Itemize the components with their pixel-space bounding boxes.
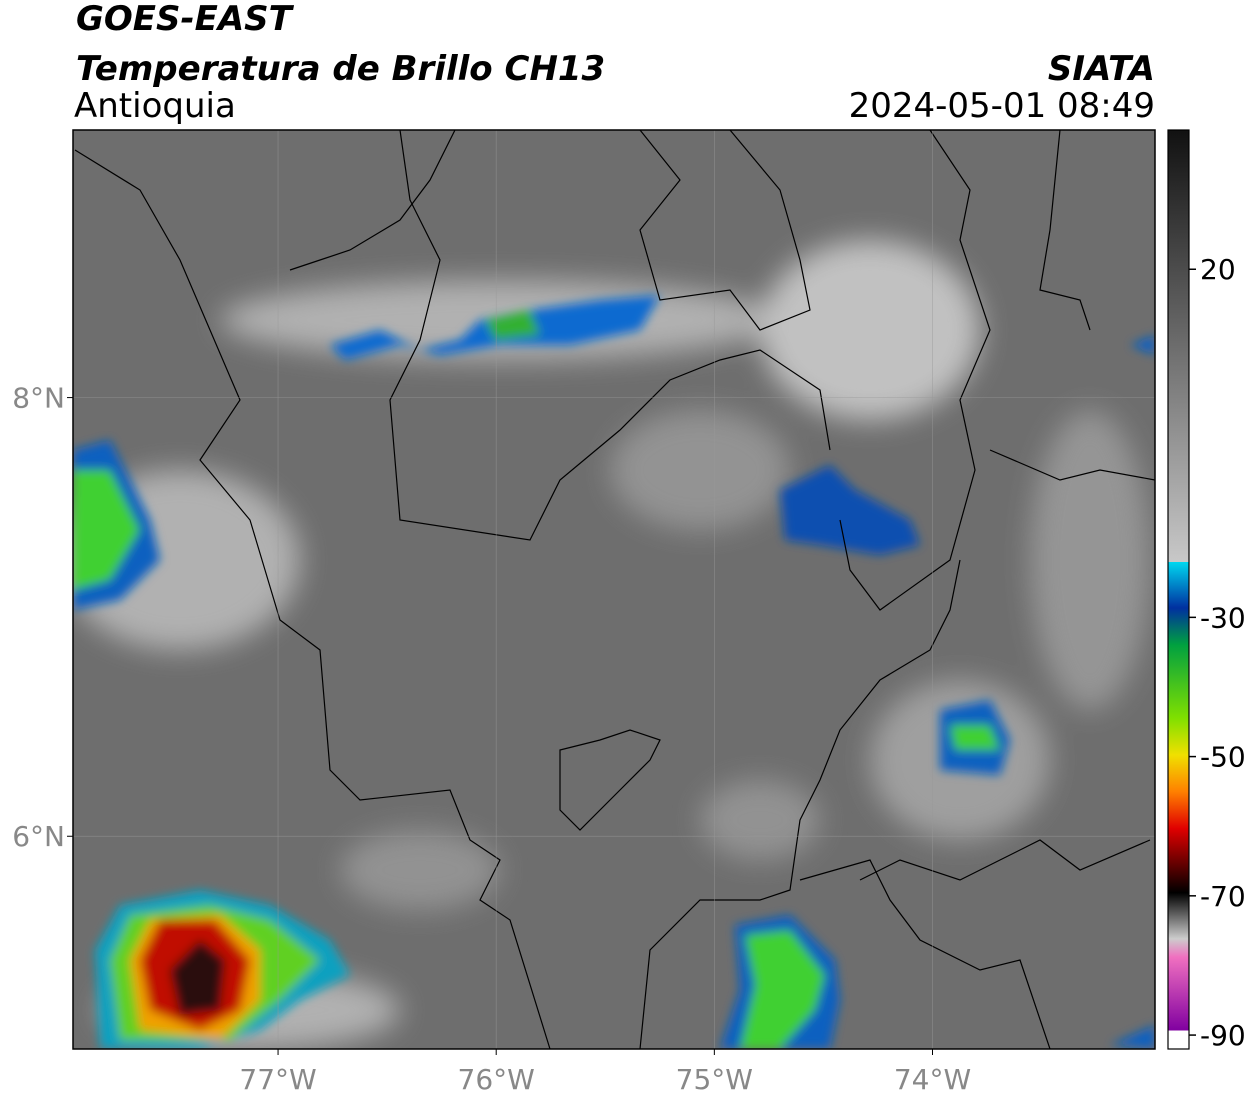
title: GOES-EAST xyxy=(76,0,295,39)
satellite-image xyxy=(73,130,1155,1049)
colorbar-tick-label: 20 xyxy=(1200,253,1236,286)
graticule xyxy=(73,130,1155,1049)
subtitle: Temperatura de Brillo CH13 xyxy=(76,49,605,89)
colorbar xyxy=(1167,129,1190,1050)
x-tick-label: 74°W xyxy=(894,1063,971,1096)
region: Antioquia xyxy=(74,86,236,126)
y-tick-label: 8°N xyxy=(12,382,65,415)
x-tick-label: 76°W xyxy=(458,1063,535,1096)
y-tick-label: 6°N xyxy=(12,820,65,853)
colorbar-tick-label: -30 xyxy=(1200,601,1246,634)
x-tick-label: 75°W xyxy=(676,1063,753,1096)
map-frame xyxy=(72,129,1156,1050)
colorbar-tick-label: -90 xyxy=(1200,1019,1246,1052)
source: SIATA xyxy=(1048,49,1155,89)
colorbar-tick-label: -70 xyxy=(1200,880,1246,913)
datetime: 2024-05-01 08:49 xyxy=(849,86,1155,126)
x-tick-label: 77°W xyxy=(239,1063,316,1096)
colorbar-tick-label: -50 xyxy=(1200,741,1246,774)
